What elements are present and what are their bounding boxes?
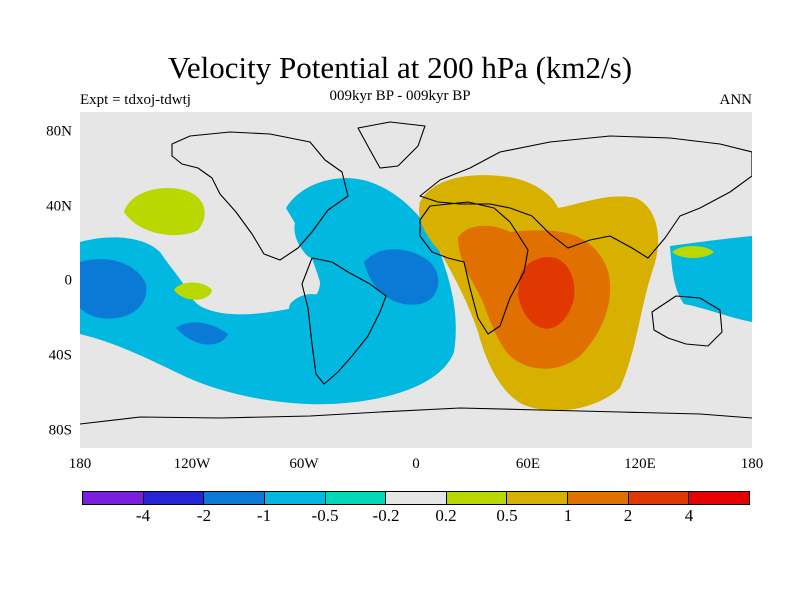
coast-north-america	[171, 131, 349, 261]
coast-greenland	[357, 121, 426, 169]
y-tick-label: 0	[64, 272, 73, 289]
colorbar-segment	[568, 492, 629, 504]
y-tick-label: 40S	[48, 347, 72, 364]
south-america-negative	[288, 294, 343, 349]
map-canvas	[80, 112, 752, 448]
plot-title: Velocity Potential at 200 hPa (km2/s)	[167, 50, 633, 85]
central-pacific-min	[80, 258, 147, 319]
x-tick-label: 120E	[624, 456, 656, 472]
arabian-sea-peak	[518, 256, 575, 329]
season-label: ANN	[719, 92, 753, 108]
x-tick-label: 60W	[289, 456, 319, 472]
y-tick-label: 40N	[46, 198, 72, 215]
colorbar-segment	[386, 492, 447, 504]
experiment-label: Expt = tdxoj-tdwtj	[80, 92, 191, 108]
colorbar-label: -0.5	[311, 506, 339, 525]
colorbar-segment	[264, 492, 326, 504]
coast-australia	[651, 295, 723, 347]
colorbar-segment	[689, 492, 750, 504]
x-tick-label: 180	[740, 456, 764, 472]
coast-south-america	[301, 257, 387, 385]
coast-europe-asia	[419, 135, 752, 259]
map-panel	[80, 112, 752, 448]
y-tick-label: 80S	[48, 422, 72, 439]
colorbar-segment	[628, 492, 690, 504]
colorbar-label: 0.5	[496, 506, 518, 525]
north-pacific-positive	[174, 282, 212, 300]
central-pacific-min	[176, 322, 228, 345]
colorbar-label: 0.2	[435, 506, 457, 525]
coastlines	[80, 121, 752, 425]
north-pacific-positive	[672, 246, 714, 258]
colorbar	[82, 491, 750, 505]
colorbar-segment	[325, 492, 387, 504]
colorbar-segment	[446, 492, 508, 504]
x-tick-label: 60E	[515, 456, 541, 472]
colorbar-segment	[143, 492, 205, 504]
plot-subtitle: 009kyr BP - 009kyr BP	[329, 88, 471, 104]
west-pacific-mid-negative	[80, 178, 456, 405]
colorbar-label: -4	[135, 506, 151, 525]
colorbar-segment	[83, 492, 144, 504]
colorbar-label: -1	[256, 506, 272, 525]
colorbar-label: 2	[623, 506, 633, 525]
south-america-negative	[294, 216, 326, 259]
x-tick-label: 0	[412, 456, 420, 472]
y-tick-label: 80N	[46, 123, 72, 140]
coast-africa	[419, 201, 529, 335]
colorbar-segment	[507, 492, 569, 504]
contour-fields	[80, 175, 752, 411]
colorbar-label: -0.2	[372, 506, 400, 525]
colorbar-label: 1	[563, 506, 573, 525]
colorbar-label: -2	[196, 506, 212, 525]
x-tick-label: 120W	[173, 456, 211, 472]
colorbar-label: 4	[684, 506, 694, 525]
north-pacific-positive	[124, 188, 205, 236]
colorbar-segment	[204, 492, 265, 504]
coast-antarctica	[80, 407, 752, 425]
x-tick-label: 180	[68, 456, 92, 472]
tropical-atlantic-min	[364, 249, 439, 305]
